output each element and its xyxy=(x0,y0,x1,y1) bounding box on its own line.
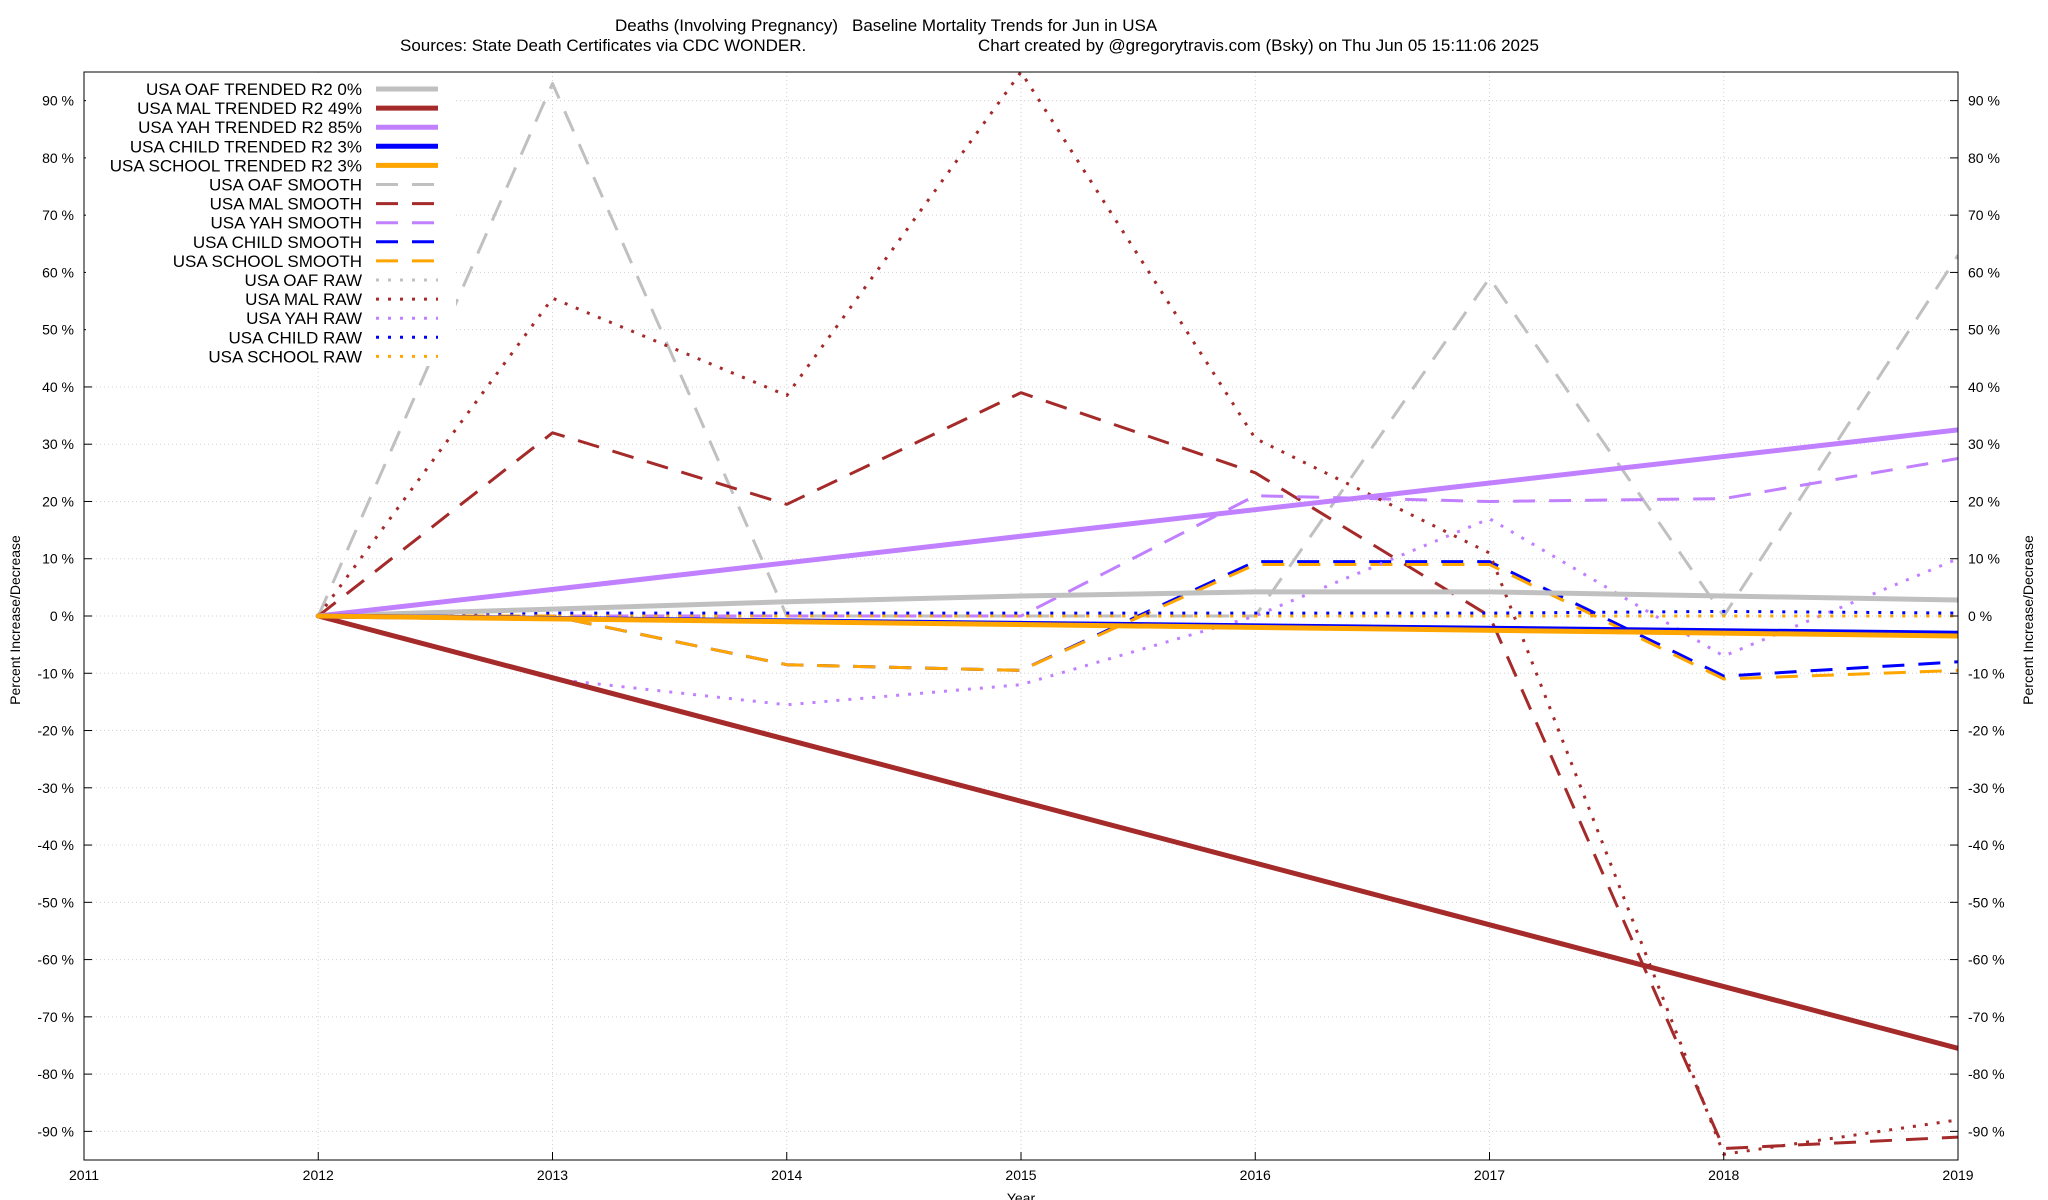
y-tick-label-right: 60 % xyxy=(1968,264,2000,280)
legend-label: USA CHILD TRENDED R2 3% xyxy=(130,137,362,156)
y-tick-label-left: 0 % xyxy=(50,608,74,624)
x-axis-label: Year xyxy=(1007,1190,1036,1200)
legend-label: USA MAL RAW xyxy=(245,290,362,309)
y-tick-label-right: -10 % xyxy=(1968,665,2005,681)
y-tick-label-left: 70 % xyxy=(42,207,74,223)
y-tick-label-right: 20 % xyxy=(1968,493,2000,509)
x-tick-label: 2015 xyxy=(1005,1167,1036,1183)
title-line1-left: Deaths (Involving Pregnancy) xyxy=(615,16,838,35)
y-tick-label-left: -90 % xyxy=(37,1123,74,1139)
y-tick-label-left: 80 % xyxy=(42,150,74,166)
y-axis-label-right: Percent Increase/Decrease xyxy=(2020,535,2036,705)
legend-label: USA OAF RAW xyxy=(245,271,362,290)
y-tick-label-left: -20 % xyxy=(37,723,74,739)
y-tick-label-right: -30 % xyxy=(1968,780,2005,796)
y-tick-label-left: 20 % xyxy=(42,493,74,509)
series-line-7 xyxy=(317,391,1958,1150)
y-tick-label-right: 0 % xyxy=(1968,608,1992,624)
x-tick-label: 2013 xyxy=(537,1167,568,1183)
y-tick-label-right: 30 % xyxy=(1968,436,2000,452)
legend-label: USA YAH TRENDED R2 85% xyxy=(138,118,362,137)
y-tick-label-right: 90 % xyxy=(1968,93,2000,109)
series-line-3 xyxy=(315,427,1958,619)
series-line-12 xyxy=(317,72,1958,1156)
legend: USA OAF TRENDED R2 0%USA MAL TRENDED R2 … xyxy=(86,76,456,366)
y-tick-label-left: 30 % xyxy=(42,436,74,452)
y-tick-label-right: -60 % xyxy=(1968,952,2005,968)
y-tick-label-right: -50 % xyxy=(1968,894,2005,910)
x-tick-label: 2018 xyxy=(1708,1167,1739,1183)
legend-label: USA YAH RAW xyxy=(246,309,362,328)
legend-label: USA CHILD SMOOTH xyxy=(193,233,362,252)
y-tick-label-right: -40 % xyxy=(1968,837,2005,853)
series-line-10 xyxy=(318,563,1958,681)
title-line2-left: Sources: State Death Certificates via CD… xyxy=(400,36,806,55)
x-tick-label: 2011 xyxy=(69,1167,99,1183)
series-line-2 xyxy=(315,613,1958,1051)
axis-ticks: 2011 2012 2013 2014 2015 2016 2017 2018 2019 90 %… xyxy=(37,93,2004,1183)
title-line1-right: Baseline Mortality Trends for Jun in USA xyxy=(852,16,1158,35)
legend-label: USA CHILD RAW xyxy=(228,328,362,347)
series-line-6 xyxy=(316,82,1958,618)
y-tick-label-right: 50 % xyxy=(1968,322,2000,338)
series-line-8 xyxy=(318,457,1958,618)
y-tick-label-left: -10 % xyxy=(37,665,74,681)
y-tick-label-left: 90 % xyxy=(42,93,74,109)
y-tick-label-left: -60 % xyxy=(37,952,74,968)
x-tick-label: 2012 xyxy=(303,1167,334,1183)
y-tick-label-right: 70 % xyxy=(1968,207,2000,223)
y-tick-label-right: -20 % xyxy=(1968,723,2005,739)
legend-label: USA SCHOOL SMOOTH xyxy=(173,252,362,271)
y-tick-label-right: -80 % xyxy=(1968,1066,2005,1082)
series-layer xyxy=(315,72,1958,1156)
legend-background xyxy=(86,76,456,366)
y-tick-label-right: -90 % xyxy=(1968,1123,2005,1139)
x-tick-label: 2019 xyxy=(1942,1167,1973,1183)
legend-label: USA MAL SMOOTH xyxy=(210,195,362,214)
x-tick-label: 2016 xyxy=(1240,1167,1271,1183)
y-tick-label-left: -70 % xyxy=(37,1009,74,1025)
y-tick-label-right: 80 % xyxy=(1968,150,2000,166)
y-tick-label-right: 40 % xyxy=(1968,379,2000,395)
y-tick-label-right: 10 % xyxy=(1968,551,2000,567)
y-tick-label-left: 10 % xyxy=(42,551,74,567)
title-line2-right: Chart created by @gregorytravis.com (Bsk… xyxy=(978,36,1539,55)
y-tick-label-left: -40 % xyxy=(37,837,74,853)
y-tick-label-left: 50 % xyxy=(42,322,74,338)
legend-label: USA YAH SMOOTH xyxy=(211,214,362,233)
x-tick-label: 2017 xyxy=(1474,1167,1505,1183)
series-line-5 xyxy=(315,613,1958,639)
y-tick-label-right: -70 % xyxy=(1968,1009,2005,1025)
legend-label: USA SCHOOL RAW xyxy=(208,347,362,366)
y-tick-label-left: -30 % xyxy=(37,780,74,796)
series-line-1 xyxy=(315,589,1958,619)
y-tick-label-left: 40 % xyxy=(42,379,74,395)
y-tick-label-left: 60 % xyxy=(42,264,74,280)
y-tick-label-left: -50 % xyxy=(37,894,74,910)
legend-label: USA SCHOOL TRENDED R2 3% xyxy=(110,156,362,175)
y-axis-label-left: Percent Increase/Decrease xyxy=(7,535,23,705)
legend-label: USA OAF SMOOTH xyxy=(209,176,362,195)
x-tick-label: 2014 xyxy=(771,1167,802,1183)
legend-label: USA MAL TRENDED R2 49% xyxy=(137,99,362,118)
legend-label: USA OAF TRENDED R2 0% xyxy=(146,80,362,99)
y-tick-label-left: -80 % xyxy=(37,1066,74,1082)
